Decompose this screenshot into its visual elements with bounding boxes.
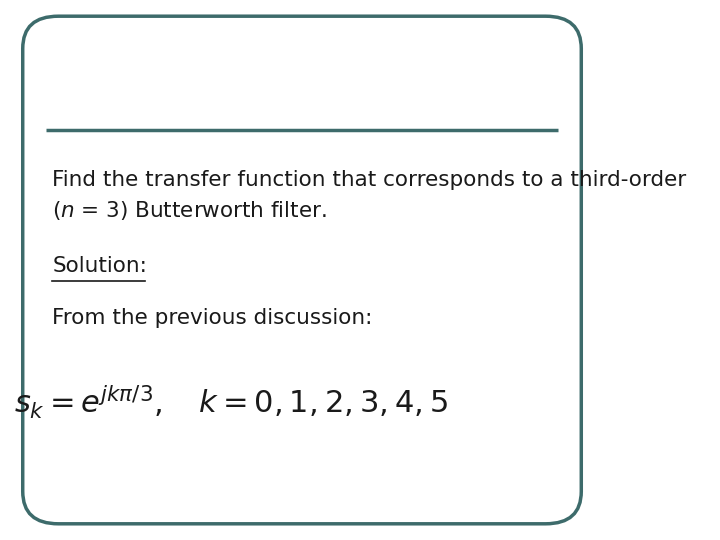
Text: From the previous discussion:: From the previous discussion:: [53, 308, 373, 328]
Text: $s_k = e^{jk\pi/3}, \quad k=0, 1, 2, 3, 4, 5$: $s_k = e^{jk\pi/3}, \quad k=0, 1, 2, 3, …: [14, 384, 448, 421]
Text: Solution:: Solution:: [53, 256, 148, 276]
FancyBboxPatch shape: [23, 16, 581, 524]
Text: Find the transfer function that corresponds to a third-order
($n$ = 3) Butterwor: Find the transfer function that correspo…: [53, 170, 687, 222]
